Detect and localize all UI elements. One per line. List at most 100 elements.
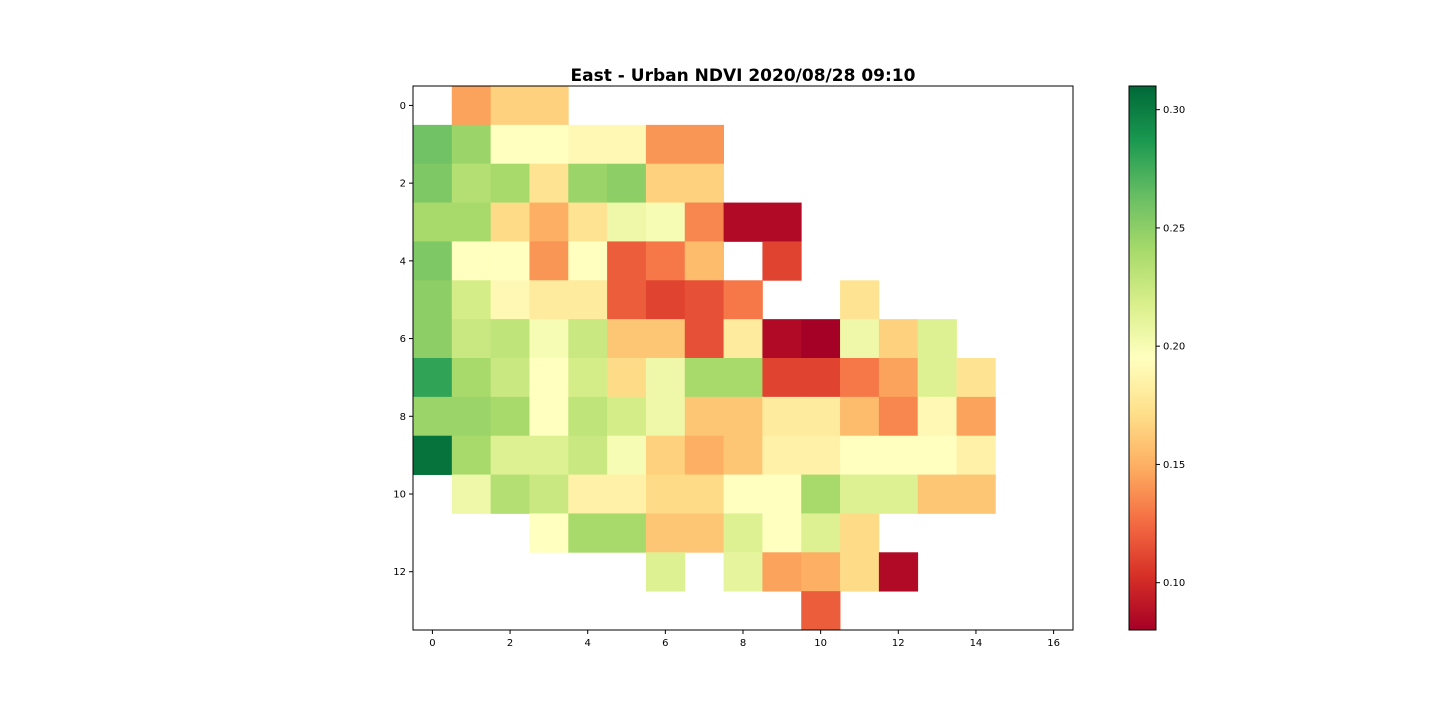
- colorbar-frame: [1128, 85, 1157, 631]
- heatmap-cell: [684, 396, 724, 437]
- heatmap-cell: [607, 241, 647, 281]
- heatmap-cell: [568, 241, 608, 281]
- heatmap-cell: [645, 241, 686, 281]
- heatmap-cell: [529, 396, 569, 437]
- x-tick-label: 0: [429, 638, 435, 649]
- heatmap-cell: [801, 319, 841, 359]
- heatmap-cell: [413, 358, 453, 398]
- x-tick-label: 2: [507, 638, 513, 649]
- heatmap-cell: [762, 435, 802, 475]
- y-tick-label: 8: [400, 412, 406, 423]
- heatmap-cell: [529, 163, 569, 203]
- heatmap-cell: [684, 202, 724, 242]
- y-axis: 0 2 4 6 8 10 12: [393, 101, 413, 578]
- heatmap-cell: [840, 358, 880, 398]
- heatmap-cell: [723, 513, 763, 553]
- heatmap-cell: [529, 513, 569, 553]
- heatmap-cell: [878, 358, 919, 398]
- x-axis: 0 2 4 6 8 10 12 14 16: [429, 630, 1060, 649]
- heatmap-cell: [723, 552, 763, 592]
- heatmap-cell: [529, 280, 569, 320]
- heatmap-cell: [529, 86, 569, 126]
- heatmap-cell: [801, 396, 841, 437]
- heatmap-cell: [490, 86, 530, 126]
- heatmap-cell: [568, 280, 608, 320]
- y-tick-label: 4: [400, 256, 406, 267]
- y-tick-label: 2: [400, 179, 406, 190]
- heatmap-cell: [645, 552, 686, 592]
- y-tick-label: 0: [400, 101, 406, 112]
- colorbar-tick-label: 0.20: [1163, 342, 1185, 353]
- heatmap-cell: [529, 124, 569, 165]
- heatmap-cell: [490, 163, 530, 203]
- heatmap-cell: [490, 358, 530, 398]
- heatmap-cell: [451, 319, 492, 359]
- heatmap-cell: [490, 124, 530, 165]
- heatmap-cell: [451, 202, 492, 242]
- heatmap-cell: [451, 241, 492, 281]
- heatmap-cell: [684, 474, 724, 514]
- heatmap-cell: [840, 396, 880, 437]
- x-tick-label: 10: [814, 638, 827, 649]
- heatmap-cell: [684, 513, 724, 553]
- heatmap-cell: [917, 396, 957, 437]
- heatmap-cells: [413, 86, 996, 631]
- heatmap-cell: [645, 202, 686, 242]
- heatmap-cell: [762, 319, 802, 359]
- heatmap-cell: [956, 396, 996, 437]
- heatmap-cell: [762, 396, 802, 437]
- heatmap-cell: [723, 474, 763, 514]
- heatmap-cell: [568, 202, 608, 242]
- heatmap-cell: [840, 280, 880, 320]
- heatmap-cell: [568, 358, 608, 398]
- heatmap-cell: [840, 319, 880, 359]
- heatmap-cell: [413, 163, 453, 203]
- heatmap-cell: [840, 513, 880, 553]
- heatmap-cell: [684, 319, 724, 359]
- heatmap-cell: [413, 241, 453, 281]
- heatmap-cell: [529, 319, 569, 359]
- heatmap-cell: [684, 163, 724, 203]
- heatmap-cell: [413, 435, 453, 475]
- heatmap-cell: [878, 435, 919, 475]
- heatmap-cell: [607, 163, 647, 203]
- heatmap-cell: [956, 474, 996, 514]
- x-tick-label: 6: [662, 638, 668, 649]
- y-tick-label: 10: [393, 490, 406, 501]
- heatmap-cell: [490, 202, 530, 242]
- heatmap-cell: [878, 474, 919, 514]
- heatmap-cell: [607, 202, 647, 242]
- heatmap-cell: [684, 358, 724, 398]
- heatmap-cell: [607, 474, 647, 514]
- heatmap-cell: [723, 280, 763, 320]
- heatmap-cell: [529, 358, 569, 398]
- heatmap-cell: [451, 435, 492, 475]
- heatmap-cell: [917, 474, 957, 514]
- heatmap-cell: [762, 513, 802, 553]
- heatmap-cell: [723, 435, 763, 475]
- heatmap-cell: [607, 358, 647, 398]
- heatmap-cell: [568, 474, 608, 514]
- heatmap-cell: [568, 396, 608, 437]
- heatmap-cell: [645, 474, 686, 514]
- heatmap-cell: [645, 319, 686, 359]
- heatmap-cell: [607, 396, 647, 437]
- y-tick-label: 12: [393, 567, 406, 578]
- heatmap-cell: [568, 435, 608, 475]
- heatmap-cell: [917, 358, 957, 398]
- colorbar-tick-label: 0.25: [1163, 223, 1185, 234]
- colorbar-tick-label: 0.10: [1163, 578, 1185, 589]
- heatmap-cell: [451, 280, 492, 320]
- heatmap-cell: [607, 435, 647, 475]
- heatmap-cell: [878, 319, 919, 359]
- heatmap-cell: [840, 474, 880, 514]
- heatmap-cell: [490, 396, 530, 437]
- heatmap-cell: [413, 396, 453, 437]
- heatmap-cell: [413, 319, 453, 359]
- heatmap-cell: [645, 280, 686, 320]
- heatmap-cell: [607, 124, 647, 165]
- heatmap-cell: [451, 163, 492, 203]
- x-tick-label: 12: [892, 638, 905, 649]
- x-tick-label: 16: [1047, 638, 1060, 649]
